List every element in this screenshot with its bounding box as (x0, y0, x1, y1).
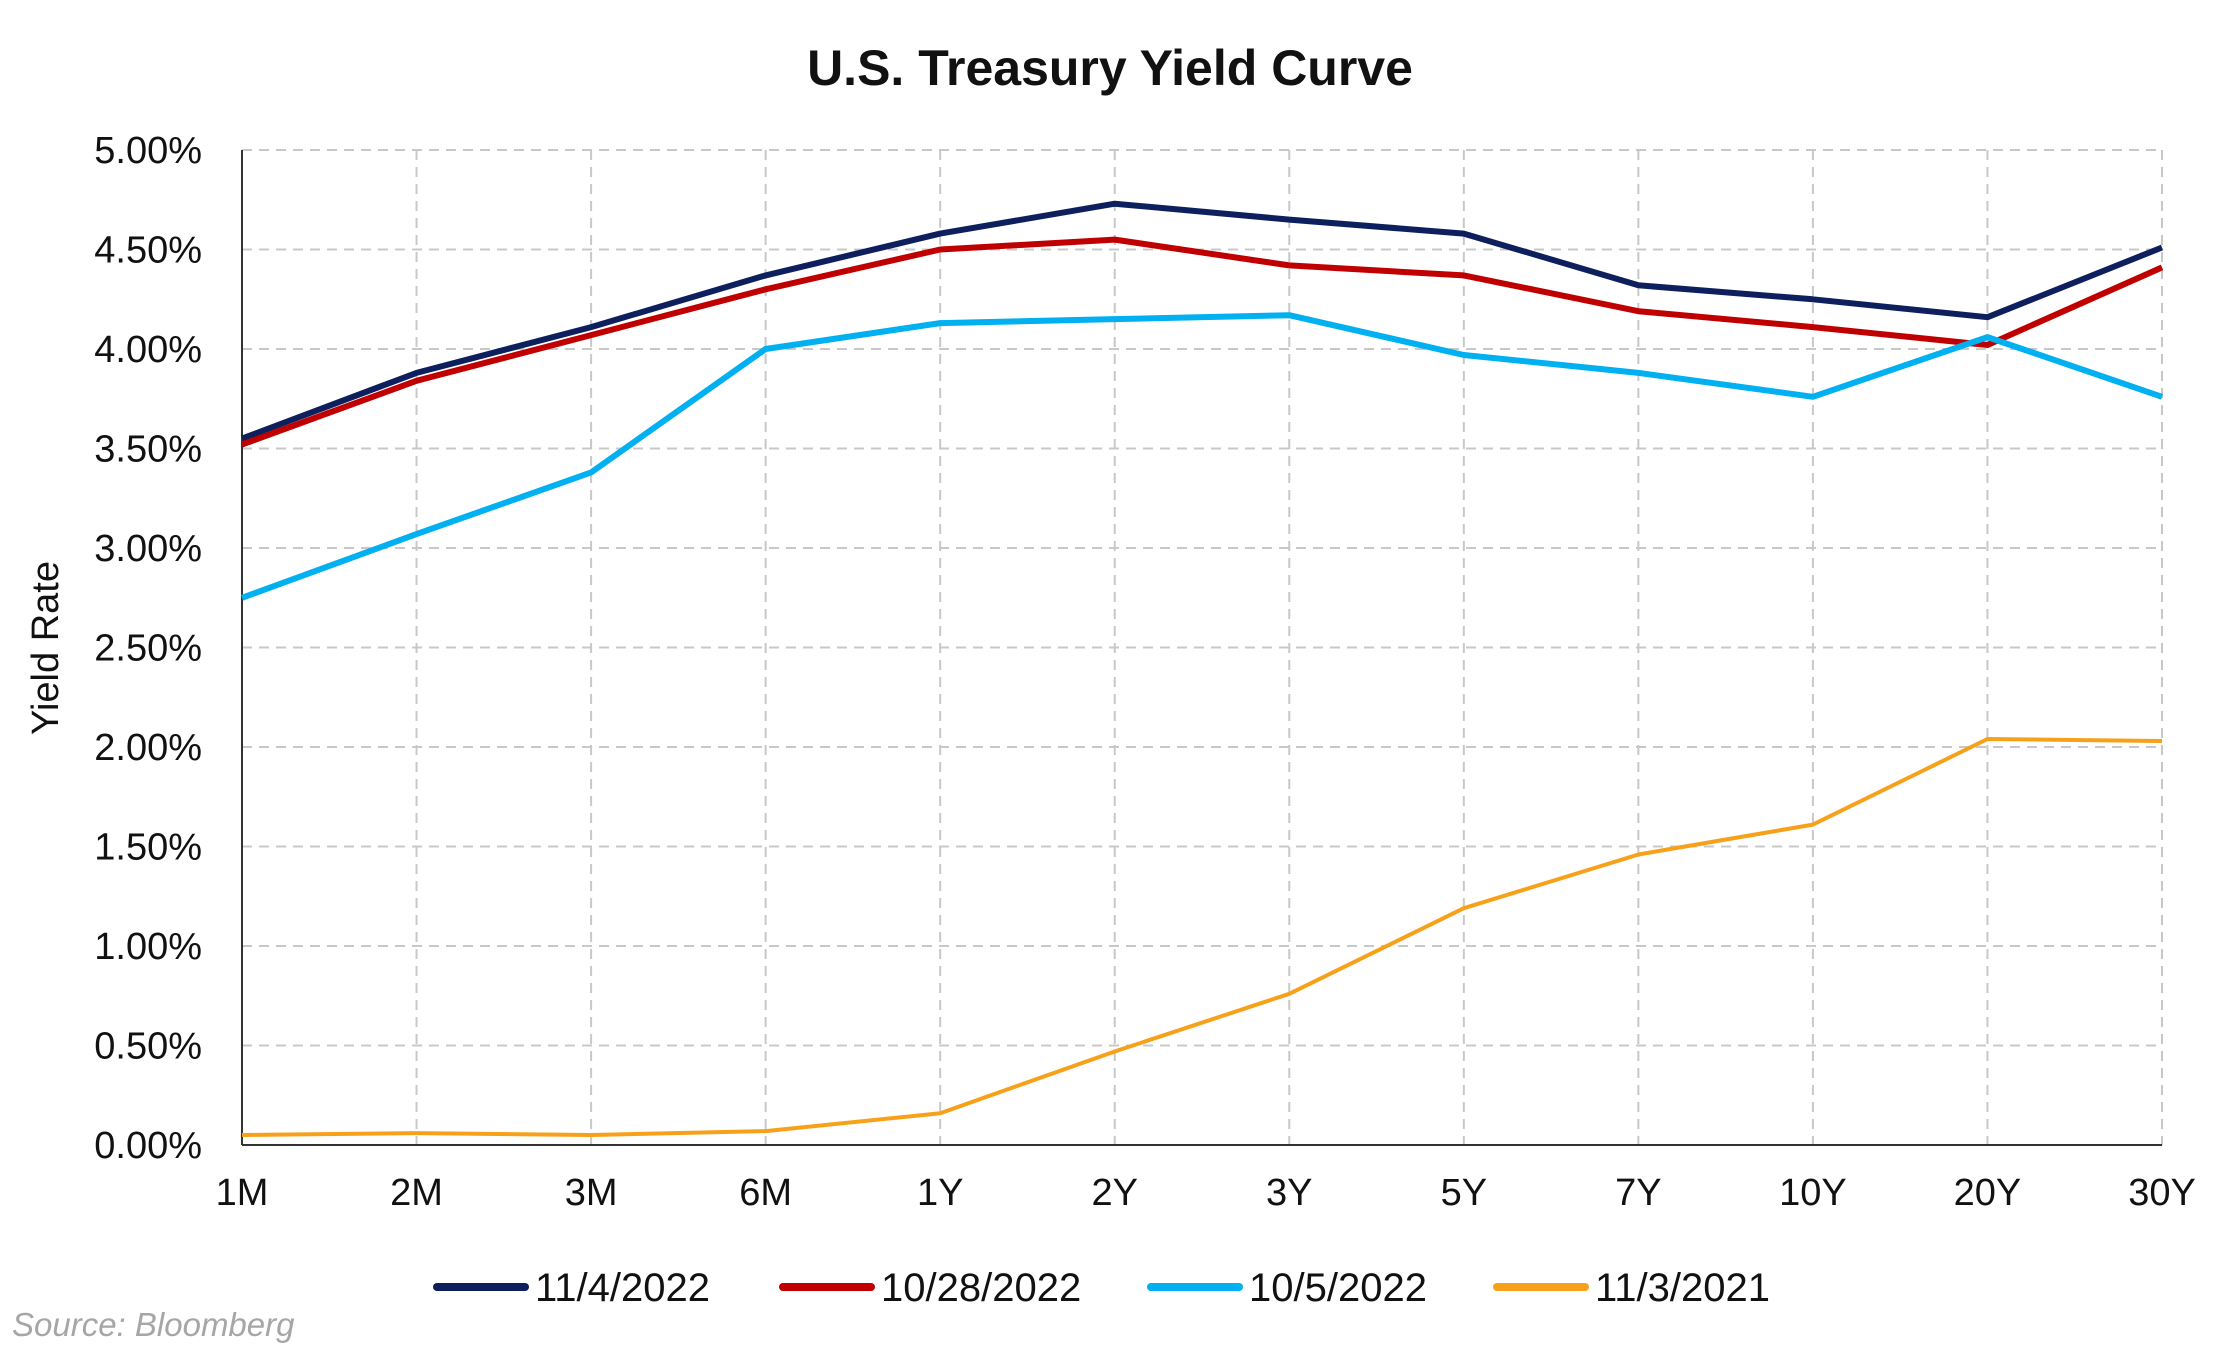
y-tick-label: 3.50% (94, 429, 202, 471)
x-tick-label: 30Y (2128, 1172, 2196, 1214)
legend-item: 11/3/2021 (1493, 1266, 1770, 1310)
axes (241, 150, 2162, 1146)
legend-label: 11/3/2021 (1595, 1266, 1770, 1310)
x-tick-label: 7Y (1615, 1172, 1661, 1214)
y-tick-label: 5.00% (94, 130, 202, 172)
x-tick-label: 3M (565, 1172, 618, 1214)
y-tick-label: 4.50% (94, 230, 202, 272)
x-tick-labels: 1M 2M 3M 6M 1Y 2Y 3Y 5Y 7Y 10Y 20Y 30Y (216, 1172, 2196, 1214)
x-tick-label: 2Y (1091, 1172, 1137, 1214)
x-tick-label: 1Y (917, 1172, 963, 1214)
x-tick-label: 3Y (1266, 1172, 1312, 1214)
legend-label: 10/5/2022 (1249, 1266, 1427, 1310)
series-line-10/5/2022 (240, 312, 2163, 601)
x-tick-label: 1M (216, 1172, 269, 1214)
y-tick-label: 3.00% (94, 528, 202, 570)
y-tick-label: 0.50% (94, 1026, 202, 1068)
x-tick-label: 10Y (1779, 1172, 1847, 1214)
x-tick-label: 20Y (1954, 1172, 2022, 1214)
y-tick-label: 0.00% (94, 1125, 202, 1167)
series-line-11/4/2022 (240, 200, 2164, 442)
legend-item: 10/5/2022 (1147, 1266, 1427, 1310)
y-tick-label: 2.50% (94, 628, 202, 670)
y-axis-label: Yield Rate (25, 561, 67, 735)
chart-title: U.S. Treasury Yield Curve (807, 40, 1413, 96)
y-tick-label: 1.50% (94, 827, 202, 869)
y-tick-label: 2.00% (94, 727, 202, 769)
series-line-10/28/2022 (240, 236, 2164, 448)
source-note: Source: Bloomberg (12, 1306, 295, 1343)
x-tick-label: 5Y (1441, 1172, 1487, 1214)
series-lines (240, 200, 2164, 1137)
y-tick-label: 4.00% (94, 329, 202, 371)
y-tick-labels: 0.00% 0.50% 1.00% 1.50% 2.00% 2.50% 3.00% 3.50%… (94, 130, 202, 1167)
legend-item: 10/28/2022 (779, 1266, 1081, 1310)
legend-item: 11/4/2022 (433, 1266, 710, 1310)
legend: 11/4/2022 10/28/2022 10/5/2022 11/3/2021 (433, 1266, 1770, 1310)
grid-lines (242, 149, 2163, 1145)
legend-label: 11/4/2022 (535, 1266, 710, 1310)
x-tick-label: 2M (390, 1172, 443, 1214)
series-line-11/3/2021 (241, 737, 2163, 1137)
y-tick-label: 1.00% (94, 926, 202, 968)
x-tick-label: 6M (739, 1172, 792, 1214)
legend-label: 10/28/2022 (881, 1266, 1081, 1310)
